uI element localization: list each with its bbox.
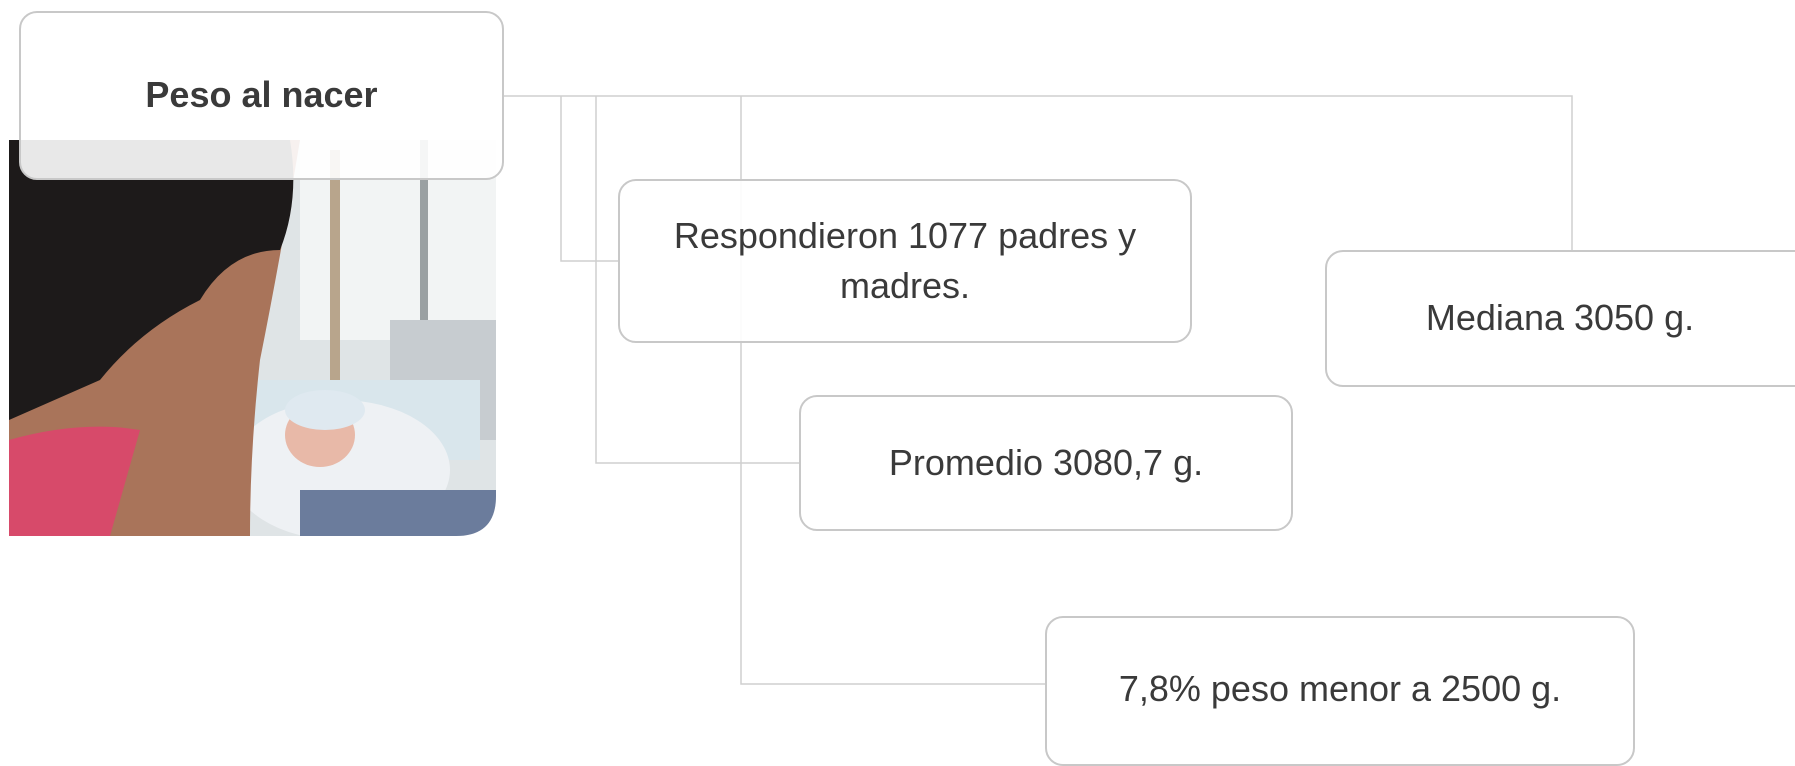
photo — [9, 140, 496, 540]
node-box: Promedio 3080,7 g. — [799, 395, 1293, 531]
node-box: Respondieron 1077 padres y madres. — [618, 179, 1192, 343]
node-label: Promedio 3080,7 g. — [889, 438, 1203, 488]
title: Peso al nacer — [145, 70, 377, 120]
page: Peso al nacer Respondieron 1077 padres y… — [0, 0, 1795, 748]
title-box: Peso al nacer — [19, 11, 504, 180]
node-box: Mediana 3050 g. — [1325, 250, 1795, 387]
node-box: 7,8% peso menor a 2500 g. — [1045, 616, 1635, 766]
node-label: Mediana 3050 g. — [1426, 293, 1694, 343]
node-label: Respondieron 1077 padres y madres. — [650, 211, 1160, 312]
node-label: 7,8% peso menor a 2500 g. — [1119, 664, 1561, 714]
